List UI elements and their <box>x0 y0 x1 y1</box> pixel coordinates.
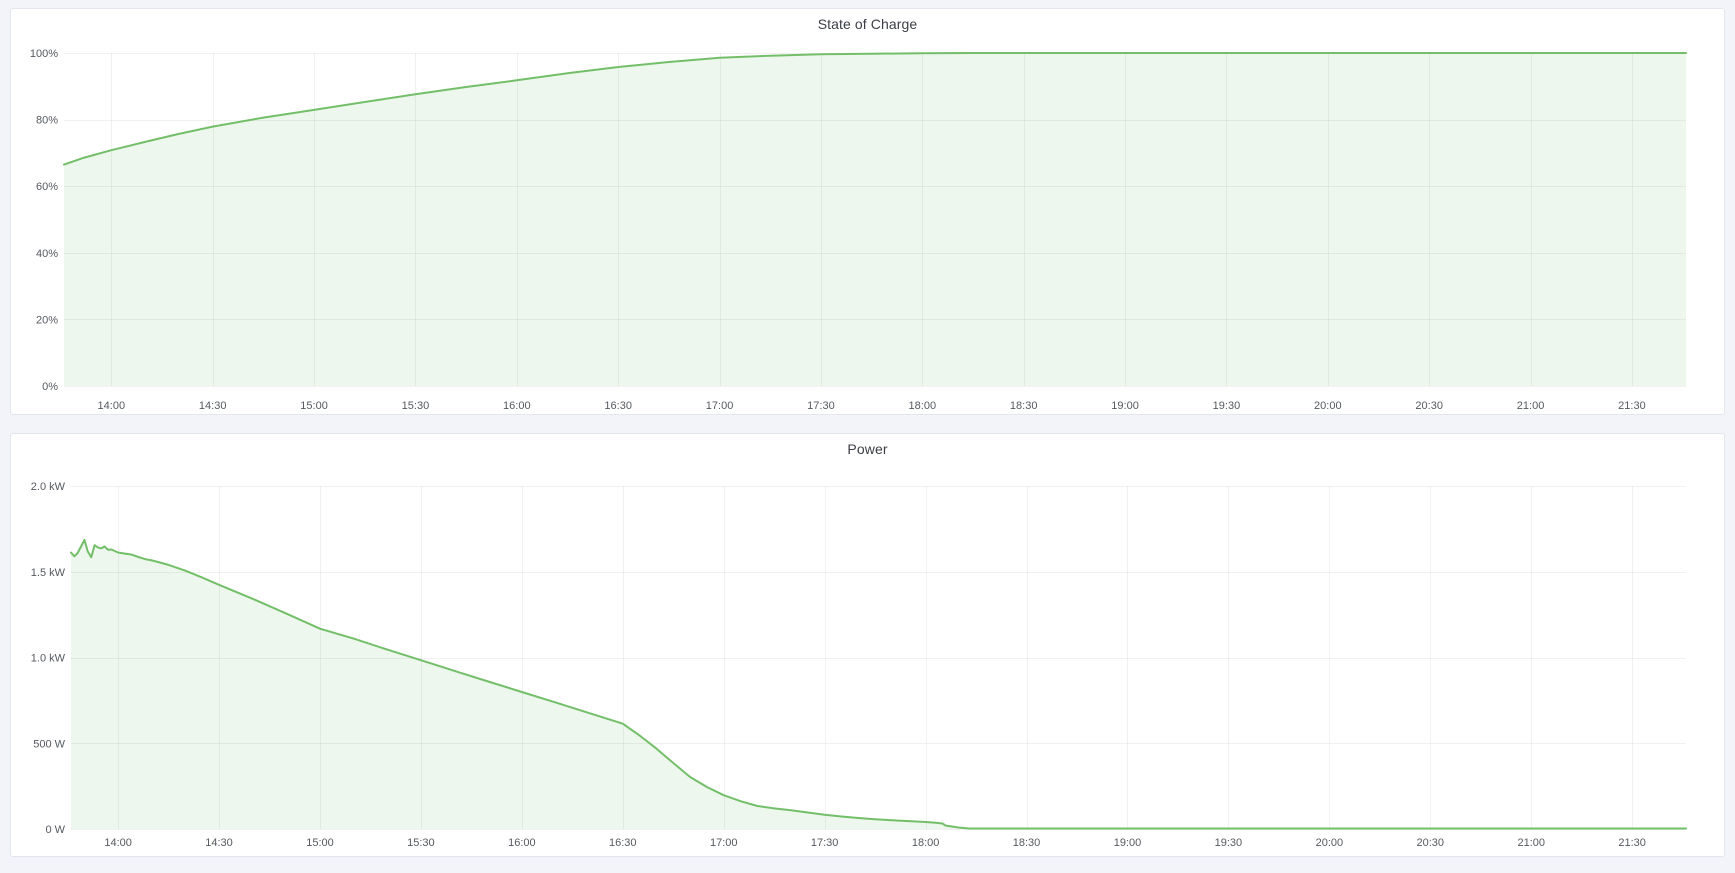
power-series-fill <box>71 539 1686 829</box>
x-axis-tick-label: 20:00 <box>1314 400 1342 412</box>
panel-power: Power 0 W 500 W 1.0 kW 1.5 kW 2.0 kW 14:00 14:… <box>10 433 1725 857</box>
x-axis-tick-label: 19:00 <box>1114 837 1142 849</box>
x-axis-tick-label: 21:30 <box>1618 837 1646 849</box>
x-axis-tick-label: 14:30 <box>205 837 233 849</box>
x-axis-tick-label: 21:00 <box>1517 837 1545 849</box>
soc-series-fill <box>64 53 1686 386</box>
x-axis-tick-label: 20:30 <box>1417 837 1445 849</box>
x-axis-tick-label: 20:30 <box>1415 400 1443 412</box>
x-axis-tick-label: 18:30 <box>1010 400 1038 412</box>
x-axis-tick-label: 17:00 <box>706 400 734 412</box>
x-axis-tick-label: 16:00 <box>508 837 536 849</box>
x-axis-tick-label: 16:30 <box>609 837 637 849</box>
x-axis-tick-label: 19:30 <box>1213 400 1241 412</box>
x-axis-tick-label: 15:30 <box>407 837 435 849</box>
y-axis-tick-label: 100% <box>30 48 58 60</box>
y-axis-tick-label: 1.0 kW <box>31 653 66 665</box>
x-axis-tick-label: 14:30 <box>199 400 227 412</box>
x-axis-tick-label: 21:00 <box>1517 400 1545 412</box>
x-axis-tick-label: 18:00 <box>909 400 937 412</box>
state-of-charge-chart[interactable]: 0% 20% 40% 60% 80% 100% 14:00 14:30 15:00 15:30 16… <box>11 9 1724 414</box>
x-axis-tick-label: 15:00 <box>306 837 334 849</box>
panel-title-power[interactable]: Power <box>847 441 888 457</box>
x-axis-tick-label: 18:00 <box>912 837 940 849</box>
y-axis-tick-label: 20% <box>36 314 58 326</box>
x-axis-tick-label: 15:30 <box>402 400 430 412</box>
x-axis-tick-label: 17:30 <box>811 837 839 849</box>
x-axis-tick-label: 16:30 <box>604 400 632 412</box>
y-axis-tick-label: 0 W <box>45 824 65 836</box>
power-chart[interactable]: 0 W 500 W 1.0 kW 1.5 kW 2.0 kW 14:00 14:30 15:0… <box>11 434 1724 856</box>
panel-title-state-of-charge[interactable]: State of Charge <box>817 16 918 32</box>
x-axis-tick-label: 14:00 <box>98 400 126 412</box>
y-axis-tick-label: 1.5 kW <box>31 567 66 579</box>
x-axis-tick-label: 16:00 <box>503 400 531 412</box>
y-axis-tick-label: 500 W <box>33 738 65 750</box>
y-axis-tick-label: 40% <box>36 248 58 260</box>
x-axis-tick-label: 19:30 <box>1215 837 1243 849</box>
x-axis-tick-label: 18:30 <box>1013 837 1041 849</box>
panel-state-of-charge: State of Charge 0% 20% 40% 60% 80% 100% 14:00 1… <box>10 8 1725 415</box>
power-series-line <box>70 538 1687 830</box>
x-axis-tick-label: 15:00 <box>300 400 328 412</box>
x-axis-tick-label: 21:30 <box>1618 400 1646 412</box>
x-axis-tick-label: 20:00 <box>1316 837 1344 849</box>
y-axis-tick-label: 80% <box>36 115 58 127</box>
y-axis-tick-label: 0% <box>42 381 58 393</box>
x-axis-tick-label: 14:00 <box>104 837 132 849</box>
y-axis-tick-label: 60% <box>36 181 58 193</box>
y-axis-tick-label: 2.0 kW <box>31 481 66 493</box>
x-axis-tick-label: 17:30 <box>807 400 835 412</box>
x-axis-tick-label: 19:00 <box>1111 400 1139 412</box>
soc-series-line <box>63 52 1687 166</box>
x-axis-tick-label: 17:00 <box>710 837 738 849</box>
